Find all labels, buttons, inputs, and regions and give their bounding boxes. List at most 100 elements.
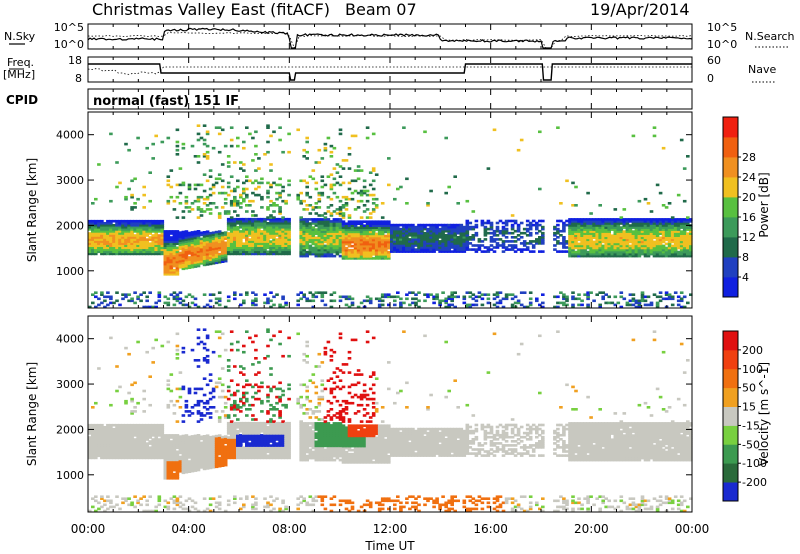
power-data-cell <box>175 183 180 187</box>
power-data-cell <box>223 210 228 213</box>
velocity-data-cell <box>160 426 165 429</box>
power-data-cell <box>504 240 509 243</box>
power-data-cell <box>311 208 316 211</box>
power-data-cell <box>329 183 334 187</box>
power-data-cell <box>308 222 313 225</box>
power-data-cell <box>556 227 560 231</box>
power-data-cell <box>595 228 599 231</box>
power-data-cell <box>652 234 657 237</box>
velocity-data-cell <box>175 442 180 445</box>
power-data-cell <box>689 226 693 229</box>
power-data-cell <box>583 234 587 237</box>
power-data-cell <box>196 183 201 187</box>
power-data-cell <box>456 242 460 245</box>
power-data-cell <box>646 244 651 248</box>
power-data-cell <box>559 229 563 233</box>
power-data-cell <box>631 293 636 296</box>
power-data-cell <box>453 244 457 247</box>
power-data-cell <box>411 223 415 227</box>
power-data-cell <box>411 229 415 233</box>
power-data-cell <box>88 232 92 235</box>
power-data-cell <box>556 305 560 309</box>
power-data-cell <box>254 224 258 227</box>
power-data-cell <box>335 250 340 254</box>
power-data-cell <box>236 248 240 252</box>
power-data-cell <box>429 240 433 243</box>
power-data-cell <box>272 216 276 219</box>
power-data-cell <box>91 240 95 243</box>
power-data-cell <box>571 305 575 309</box>
power-data-cell <box>148 232 152 235</box>
velocity-data-cell <box>124 450 128 454</box>
velocity-data-cell <box>175 352 180 356</box>
power-data-cell <box>217 244 222 248</box>
velocity-data-cell <box>139 434 143 437</box>
power-data-cell <box>405 236 409 239</box>
velocity-data-cell <box>172 456 177 460</box>
power-data-cell <box>586 291 590 294</box>
power-data-cell <box>205 244 210 248</box>
power-data-cell <box>272 210 276 213</box>
power-data-cell <box>193 155 198 158</box>
power-data-cell <box>205 259 210 262</box>
power-data-cell <box>438 246 442 249</box>
power-data-cell <box>148 226 152 229</box>
power-data-cell <box>495 291 500 294</box>
power-data-cell <box>175 246 180 250</box>
power-data-cell <box>202 142 207 146</box>
power-data-cell <box>184 258 189 262</box>
power-data-cell <box>353 248 358 252</box>
power-data-cell <box>667 202 672 205</box>
power-data-cell <box>151 157 155 160</box>
power-data-cell <box>601 226 605 229</box>
velocity-data-cell <box>136 428 140 431</box>
power-data-cell <box>679 230 684 233</box>
power-data-cell <box>580 252 584 256</box>
velocity-data-cell <box>97 501 101 505</box>
power-data-cell <box>480 219 485 223</box>
velocity-data-cell <box>154 456 158 460</box>
power-data-cell <box>679 242 684 246</box>
power-data-cell <box>100 248 104 252</box>
power-data-cell <box>453 291 457 294</box>
power-data-cell <box>689 250 693 254</box>
power-data-cell <box>320 193 325 197</box>
power-data-cell <box>299 199 303 203</box>
power-data-cell <box>676 240 681 244</box>
power-data-cell <box>405 293 409 296</box>
power-data-cell <box>577 242 581 246</box>
power-data-cell <box>229 226 234 229</box>
power-data-cell <box>193 253 198 256</box>
power-data-cell <box>353 240 358 244</box>
power-data-cell <box>103 240 107 243</box>
power-data-cell <box>242 187 246 191</box>
power-data-cell <box>571 220 575 223</box>
power-data-cell <box>202 245 207 248</box>
power-data-cell <box>118 244 122 247</box>
power-data-cell <box>320 246 325 250</box>
power-data-cell <box>323 252 328 256</box>
velocity-data-cell <box>127 503 131 507</box>
power-data-cell <box>450 242 454 245</box>
power-data-cell <box>417 231 421 235</box>
velocity-data-cell <box>193 465 198 468</box>
velocity-data-cell <box>127 497 131 500</box>
power-data-cell <box>477 238 482 241</box>
power-data-cell <box>441 244 445 247</box>
power-data-cell <box>541 225 545 229</box>
power-data-cell <box>604 252 608 256</box>
power-data-cell <box>562 242 566 245</box>
power-data-cell <box>115 252 119 256</box>
power-data-cell <box>429 227 433 231</box>
power-data-cell <box>118 246 122 250</box>
power-data-cell <box>130 244 134 247</box>
power-data-cell <box>686 218 690 221</box>
power-data-cell <box>245 228 249 231</box>
velocity-data-cell <box>163 456 168 460</box>
power-data-cell <box>417 229 421 233</box>
velocity-data-cell <box>202 453 207 456</box>
power-data-cell <box>145 232 149 235</box>
power-data-cell <box>682 220 687 223</box>
power-data-cell <box>498 238 503 241</box>
power-data-cell <box>214 249 219 252</box>
